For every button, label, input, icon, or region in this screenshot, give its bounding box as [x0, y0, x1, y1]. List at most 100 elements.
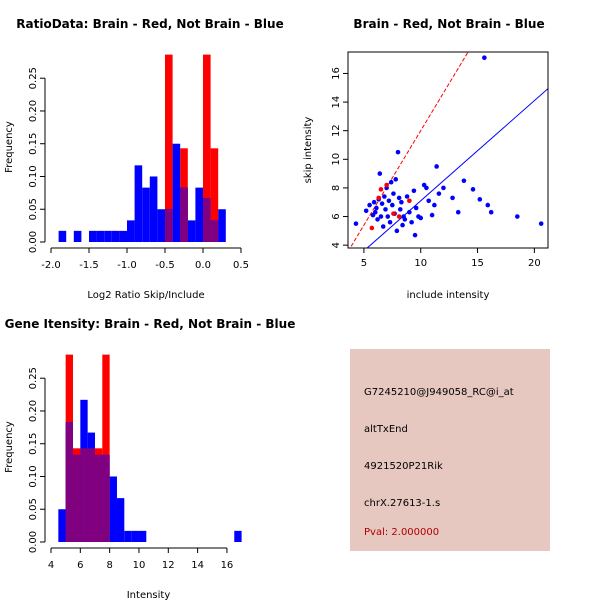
probe-id: G7245210@J949058_RC@i_at: [364, 387, 514, 398]
y-tick-label: 8: [331, 185, 342, 191]
overlap-bar: [180, 187, 188, 242]
not-brain-bar: [149, 176, 158, 242]
x-tick-label: 10: [414, 258, 427, 269]
y-tick-label: 0.20: [28, 400, 39, 422]
not-brain-point: [412, 232, 418, 238]
not-brain-point: [367, 202, 372, 208]
overlap-bar: [165, 209, 173, 242]
not-brain-point: [382, 194, 387, 199]
not-brain-bar: [73, 230, 82, 242]
overlap-bar: [102, 454, 110, 542]
chart-title: RatioData: Brain - Red, Not Brain - Blue: [16, 17, 283, 31]
not-brain-bar: [138, 530, 147, 542]
y-axis-label: skip intensity: [303, 117, 314, 184]
brain-bar: [210, 148, 219, 242]
not-brain-point: [461, 178, 467, 184]
x-tick-label: -2.0: [41, 260, 61, 271]
not-brain-point: [388, 179, 394, 185]
not-brain-point: [482, 55, 487, 61]
brain-point: [407, 198, 412, 204]
x-tick-label: 12: [162, 560, 175, 571]
not-brain-point: [455, 209, 461, 215]
not-brain-bar: [127, 220, 135, 242]
chromosome-location: chrX.27613-1.s: [364, 498, 441, 509]
not-brain-bar: [134, 165, 143, 242]
not-brain-bar: [58, 509, 66, 542]
x-tick-label: -1.5: [79, 260, 99, 271]
y-tick-label: 0.15: [28, 433, 39, 455]
not-brain-bar: [195, 187, 203, 242]
overlap-bar: [210, 220, 219, 242]
not-brain-bar: [116, 498, 125, 542]
not-brain-point: [429, 212, 435, 218]
brain-point: [369, 225, 375, 231]
y-tick-label: 0.25: [28, 67, 39, 89]
not-brain-point: [396, 195, 402, 201]
not-brain-point: [394, 228, 400, 234]
not-brain-point: [409, 219, 414, 225]
x-tick-label: 15: [471, 258, 484, 269]
not-brain-point: [434, 164, 439, 169]
overlap-bar: [87, 448, 95, 542]
not-brain-point: [538, 221, 544, 226]
not-brain-bar: [157, 209, 165, 242]
brain-point: [396, 214, 402, 219]
x-tick-label: 14: [191, 560, 204, 571]
p-value: Pval: 2.000000: [364, 527, 440, 538]
y-tick-label: 4: [331, 242, 342, 248]
not-brain-bar: [109, 476, 117, 542]
not-brain-point: [432, 202, 437, 208]
y-tick-label: 0.05: [28, 198, 39, 220]
not-brain-bar: [131, 530, 139, 542]
not-brain-bar: [96, 230, 105, 242]
overlap-bar: [65, 422, 73, 542]
x-tick-label: 6: [77, 560, 83, 571]
not-brain-point: [395, 149, 401, 155]
x-axis-label: Intensity: [127, 590, 171, 600]
x-tick-label: -1.0: [117, 260, 137, 271]
not-brain-bar: [58, 230, 67, 242]
not-brain-point: [387, 219, 393, 225]
not-brain-point: [391, 191, 396, 196]
y-tick-label: 10: [331, 153, 342, 166]
chart-title: Gene Itensity: Brain - Red, Not Brain - …: [5, 317, 296, 331]
y-tick-label: 12: [331, 124, 342, 137]
not-brain-point: [400, 222, 405, 228]
overlap-bar: [72, 454, 81, 542]
intensity-scatter: Brain - Red, Not Brain - Blue 5 10 15 20 4 6 8 1…: [303, 17, 549, 301]
not-brain-point: [378, 214, 384, 219]
x-tick-label: -0.5: [155, 260, 175, 271]
brain-bar: [102, 354, 110, 542]
not-brain-bar: [104, 230, 112, 242]
gene-name: 4921520P21Rik: [364, 461, 443, 472]
y-tick-label: 0.05: [28, 498, 39, 520]
not-brain-point: [515, 214, 520, 219]
not-brain-point: [450, 195, 455, 201]
brain-point: [391, 211, 396, 216]
not-brain-point: [404, 194, 410, 199]
not-brain-point: [418, 215, 424, 221]
y-axis-label: Frequency: [4, 421, 15, 473]
plot-box: [347, 51, 549, 249]
not-brain-fit-line: [366, 88, 548, 248]
not-brain-point: [390, 202, 395, 208]
not-brain-bar: [111, 230, 120, 242]
brain-bar: [165, 54, 173, 242]
y-tick-label: 0.00: [28, 531, 39, 553]
not-brain-bar: [234, 530, 242, 542]
not-brain-bar: [172, 143, 181, 242]
y-axis-label: Frequency: [4, 121, 15, 173]
event-type: altTxEnd: [364, 424, 408, 435]
not-brain-point: [470, 187, 476, 192]
not-brain-point: [397, 207, 403, 212]
not-brain-point: [380, 224, 386, 229]
not-brain-point: [411, 188, 417, 194]
brain-fit-line: [349, 52, 469, 248]
x-tick-label: 0.5: [233, 260, 249, 271]
not-brain-point: [485, 202, 491, 208]
not-brain-bar: [89, 230, 97, 242]
not-brain-bar: [124, 530, 132, 542]
y-tick-label: 0.10: [28, 165, 39, 187]
y-tick-label: 16: [331, 67, 342, 80]
not-brain-point: [426, 198, 431, 204]
